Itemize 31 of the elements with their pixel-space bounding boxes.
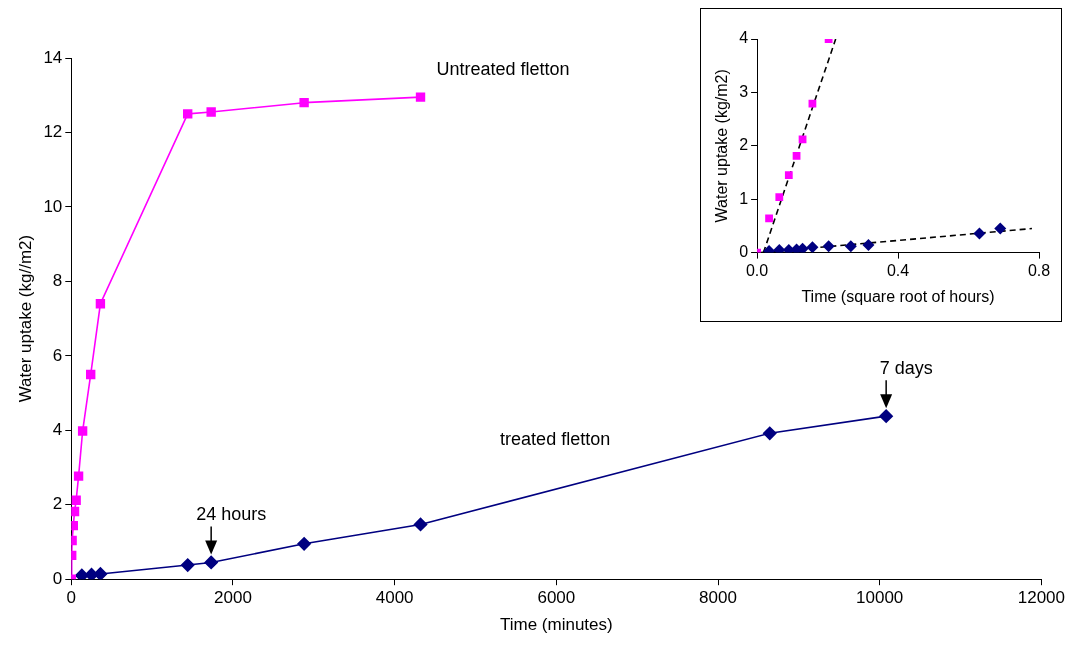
x-tick-label: 2000 [214, 588, 252, 608]
annotation: 7 days [879, 358, 933, 379]
x-tick-label: 8000 [699, 588, 737, 608]
x-tick-label: 0.4 [886, 261, 910, 279]
y-axis-title: Water uptake (kg//m2) [15, 234, 35, 403]
x-axis-title: Time (minutes) [499, 615, 613, 635]
y-tick-label: 0 [52, 568, 63, 588]
x-tick-label: 12000 [1017, 588, 1065, 608]
annotation: 24 hours [196, 504, 267, 525]
y-tick-label: 1 [739, 189, 749, 207]
x-tick-label: 0 [66, 588, 77, 608]
x-tick-label: 4000 [375, 588, 414, 608]
x-tick-label: 6000 [537, 588, 576, 608]
y-tick-label: 12 [43, 122, 63, 142]
y-tick-label: 3 [739, 82, 749, 100]
x-axis-title: Time (square root of hours) [801, 287, 995, 305]
y-tick-label: 4 [52, 419, 63, 439]
y-tick-label: 4 [739, 29, 749, 47]
y-tick-label: 6 [52, 345, 63, 365]
y-axis-title: Water uptake (kg/m2) [713, 69, 731, 223]
x-tick-label: 10000 [856, 588, 904, 608]
series-label: treated fletton [500, 428, 611, 449]
y-tick-label: 2 [52, 494, 63, 514]
series-label: Untreated fletton [436, 59, 570, 80]
y-tick-label: 8 [52, 271, 63, 291]
y-tick-label: 2 [739, 136, 749, 154]
y-tick-label: 10 [43, 196, 63, 216]
y-tick-label: 0 [739, 243, 749, 261]
x-tick-label: 0.8 [1027, 261, 1051, 279]
y-tick-label: 14 [43, 47, 63, 67]
x-tick-label: 0.0 [745, 261, 769, 279]
